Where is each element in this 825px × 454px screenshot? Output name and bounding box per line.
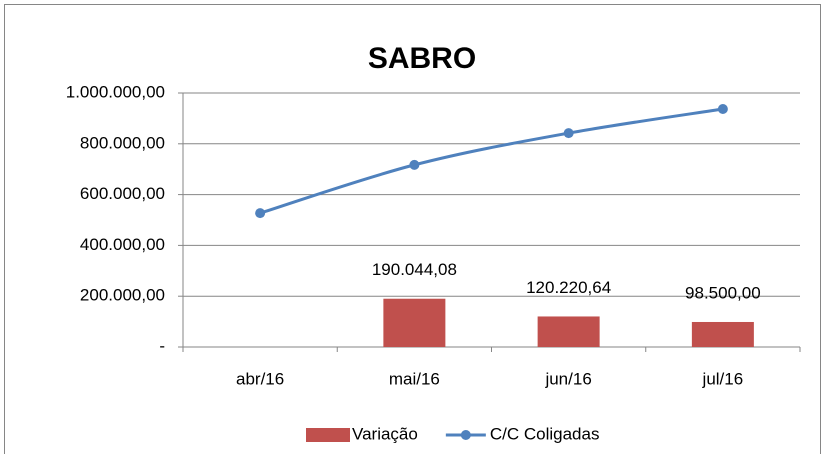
y-tick-label: 400.000,00 bbox=[80, 235, 165, 254]
x-tick-label: mai/16 bbox=[389, 369, 440, 388]
y-tick-label: 600.000,00 bbox=[80, 184, 165, 203]
legend-label: C/C Coligadas bbox=[490, 424, 600, 443]
x-tick-label: abr/16 bbox=[236, 369, 284, 388]
legend-label: Variação bbox=[352, 424, 418, 443]
data-label: 190.044,08 bbox=[372, 260, 457, 279]
line bbox=[259, 107, 724, 215]
x-tick-label: jul/16 bbox=[702, 369, 744, 388]
line-marker bbox=[563, 128, 574, 139]
data-label: 120.220,64 bbox=[526, 278, 611, 297]
legend-swatch bbox=[460, 430, 471, 440]
bar bbox=[537, 316, 600, 347]
y-tick-label: 1.000.000,00 bbox=[66, 82, 165, 101]
x-tick-label: jun/16 bbox=[544, 369, 591, 388]
y-tick-label: - bbox=[159, 336, 165, 355]
y-tick-label: 200.000,00 bbox=[80, 286, 165, 305]
line-marker bbox=[717, 104, 728, 115]
bar bbox=[691, 321, 754, 347]
line-marker bbox=[409, 159, 420, 170]
y-tick-label: 800.000,00 bbox=[80, 133, 165, 152]
chart-title: SABRO bbox=[368, 42, 476, 75]
line-marker bbox=[255, 208, 266, 219]
legend-swatch bbox=[306, 428, 350, 442]
bar bbox=[383, 298, 446, 347]
data-label: 98.500,00 bbox=[685, 283, 761, 302]
chart-frame bbox=[4, 4, 821, 454]
